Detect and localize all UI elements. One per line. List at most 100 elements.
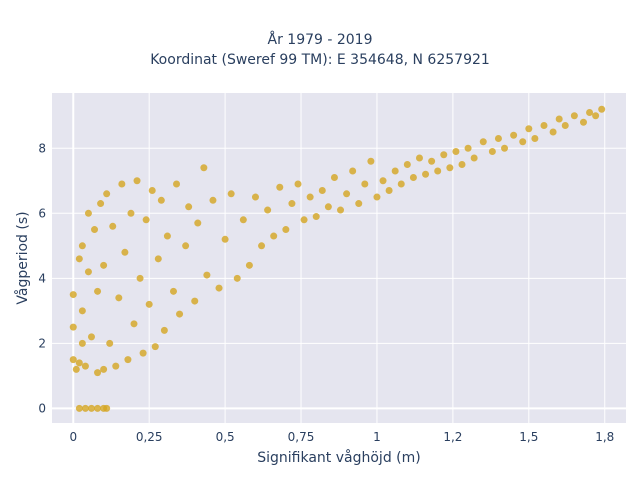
- scatter-point: [127, 209, 135, 217]
- scatter-point: [163, 232, 171, 240]
- scatter-point: [379, 177, 387, 185]
- scatter-point: [510, 131, 518, 139]
- chart-title-block: År 1979 - 2019 Koordinat (Sweref 99 TM):…: [0, 30, 640, 70]
- scatter-point: [258, 242, 266, 250]
- scatter-point: [194, 219, 202, 227]
- scatter-point: [145, 300, 153, 308]
- scatter-point: [464, 144, 472, 152]
- plot-background: [52, 93, 626, 423]
- scatter-point: [154, 255, 162, 263]
- scatter-point: [173, 180, 181, 188]
- scatter-point: [136, 274, 144, 282]
- scatter-point: [264, 206, 272, 214]
- scatter-point: [579, 118, 587, 126]
- scatter-point: [343, 190, 351, 198]
- scatter-point: [245, 261, 253, 269]
- scatter-point: [422, 170, 430, 178]
- x-tick-label: 0: [69, 430, 77, 444]
- scatter-point: [112, 362, 120, 370]
- scatter-point: [361, 180, 369, 188]
- scatter-point: [306, 193, 314, 201]
- scatter-point: [428, 157, 436, 165]
- scatter-point: [555, 115, 563, 123]
- grid-lines: [52, 93, 626, 423]
- scatter-point: [531, 135, 539, 143]
- scatter-point: [115, 294, 123, 302]
- scatter-point: [367, 157, 375, 165]
- scatter-point: [84, 268, 92, 276]
- scatter-point: [337, 206, 345, 214]
- scatter-point: [458, 161, 466, 169]
- scatter-point: [94, 369, 102, 377]
- scatter-point: [519, 138, 527, 146]
- scatter-point: [97, 200, 105, 208]
- scatter-point: [355, 200, 363, 208]
- scatter-point: [160, 326, 168, 334]
- scatter-point: [91, 226, 99, 234]
- scatter-point: [403, 161, 411, 169]
- x-axis-title: Signifikant våghöjd (m): [257, 449, 420, 466]
- scatter-point: [191, 297, 199, 305]
- scatter-point: [87, 333, 95, 341]
- y-tick-label: 2: [38, 336, 46, 350]
- scatter-point: [409, 174, 417, 182]
- scatter-point: [540, 122, 548, 130]
- scatter-point: [452, 148, 460, 156]
- scatter-point: [124, 356, 132, 364]
- scatter-point: [294, 180, 302, 188]
- scatter-point: [81, 362, 89, 370]
- chart-subtitle: Koordinat (Sweref 99 TM): E 354648, N 62…: [150, 52, 490, 68]
- scatter-point: [592, 112, 600, 120]
- y-tick-label: 6: [38, 206, 46, 220]
- scatter-point: [69, 323, 77, 331]
- scatter-point: [182, 242, 190, 250]
- y-tick-label: 4: [38, 271, 46, 285]
- scatter-point: [130, 320, 138, 328]
- scatter-point: [598, 105, 606, 113]
- scatter-point: [586, 109, 594, 117]
- scatter-point: [203, 271, 211, 279]
- scatter-point: [100, 261, 108, 269]
- scatter-point: [440, 151, 448, 159]
- scatter-point: [78, 307, 86, 315]
- x-tick-label: 1: [373, 430, 381, 444]
- scatter-point: [270, 232, 278, 240]
- axis-ticks: 0 0,25 0,5 0,75 1 1,2 1,5 1,8 0 2 4 6 8: [38, 141, 614, 444]
- scatter-point: [148, 187, 156, 195]
- scatter-point: [561, 122, 569, 130]
- scatter-point: [215, 284, 223, 292]
- scatter-point: [385, 187, 393, 195]
- scatter-point: [94, 404, 102, 412]
- scatter-point: [81, 404, 89, 412]
- scatter-point: [103, 404, 111, 412]
- scatter-point: [233, 274, 241, 282]
- scatter-point: [69, 356, 77, 364]
- x-tick-label: 0,5: [216, 430, 235, 444]
- scatter-point: [75, 359, 83, 367]
- scatter-point: [330, 174, 338, 182]
- scatter-point: [227, 190, 235, 198]
- scatter-point: [169, 287, 177, 295]
- scatter-point: [525, 125, 533, 133]
- scatter-point: [133, 177, 141, 185]
- x-tick-label: 1,8: [595, 430, 614, 444]
- scatter-point: [312, 213, 320, 221]
- scatter-point: [251, 193, 259, 201]
- scatter-point: [103, 190, 111, 198]
- scatter-point: [300, 216, 308, 224]
- scatter-point: [397, 180, 405, 188]
- x-tick-label: 0,75: [288, 430, 315, 444]
- scatter-point: [434, 167, 442, 175]
- y-tick-label: 0: [38, 401, 46, 415]
- scatter-point: [78, 339, 86, 347]
- scatter-point: [75, 404, 83, 412]
- scatter-point: [239, 216, 247, 224]
- scatter-point: [106, 339, 114, 347]
- scatter-point: [200, 164, 208, 172]
- scatter-point: [570, 112, 578, 120]
- scatter-point: [151, 343, 159, 351]
- y-axis-title: Vågperiod (s): [14, 211, 31, 304]
- scatter-point: [494, 135, 502, 143]
- scatter-point: [282, 226, 290, 234]
